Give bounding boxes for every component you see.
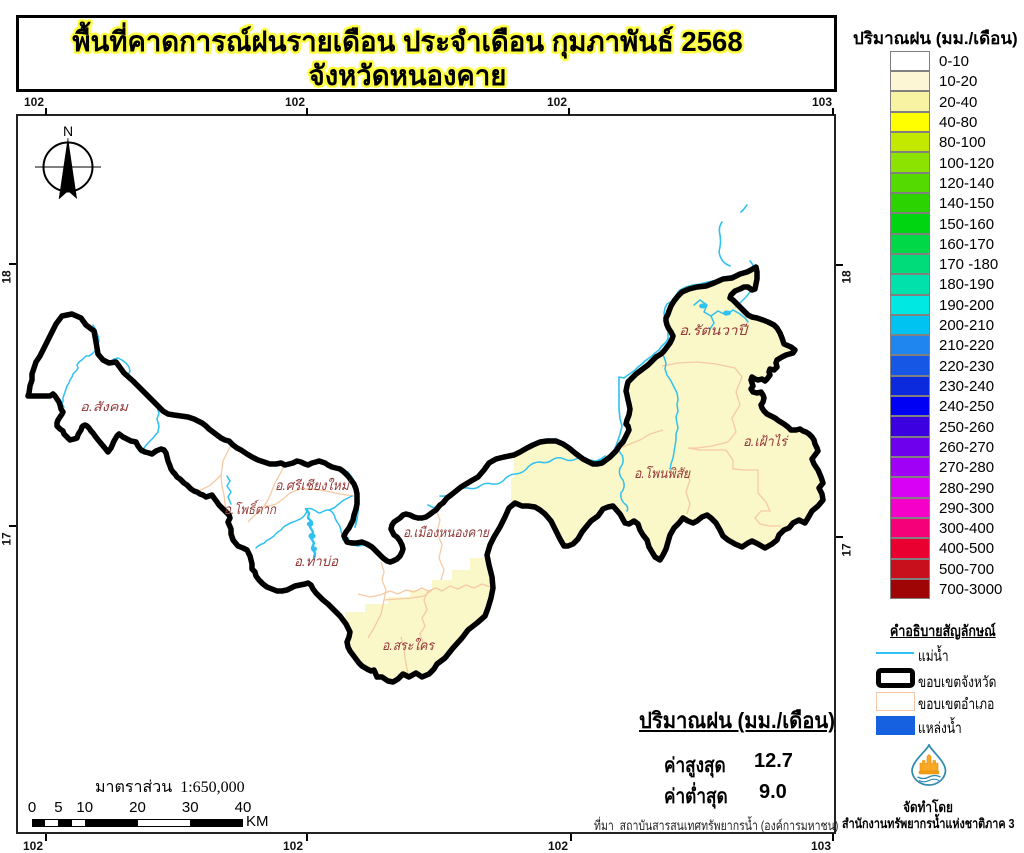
- svg-text:อ.เฝ้าไร่: อ.เฝ้าไร่: [743, 433, 789, 449]
- svg-text:อ.โพนพิสัย: อ.โพนพิสัย: [634, 465, 691, 481]
- svg-text:อ.เมืองหนองคาย: อ.เมืองหนองคาย: [403, 525, 490, 540]
- svg-text:N: N: [63, 123, 73, 139]
- svg-text:อ.สระใคร: อ.สระใคร: [382, 637, 436, 653]
- svg-text:อ.รัตนวาปี: อ.รัตนวาปี: [679, 323, 750, 338]
- svg-text:อ.สังคม: อ.สังคม: [80, 400, 129, 414]
- svg-text:อ.ท่าบ่อ: อ.ท่าบ่อ: [294, 554, 339, 569]
- svg-text:อ.โพธิ์ตาก: อ.โพธิ์ตาก: [224, 499, 277, 517]
- svg-text:อ.ศรีเชียงใหม่: อ.ศรีเชียงใหม่: [275, 477, 351, 493]
